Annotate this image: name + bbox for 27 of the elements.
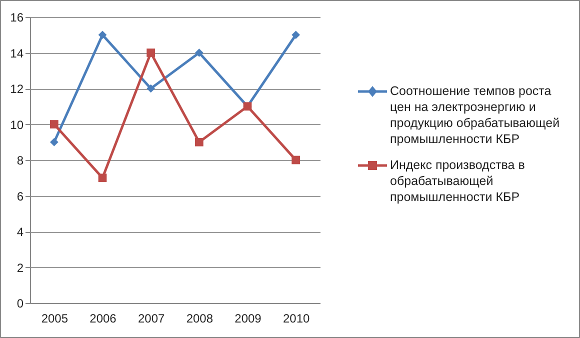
x-tick-label: 2006 [90,312,117,326]
legend-label: Соотношение темпов роста цен на электроэнергию и продукцию обрабатывающей промышленности КБР [390,83,561,147]
y-tick-label: 2 [16,260,24,275]
y-tick-label: 8 [16,154,24,168]
point [98,30,107,40]
point [98,174,107,182]
x-tick-label: 2005 [41,312,68,326]
y-tick-label: 14 [10,46,24,60]
point [50,120,58,128]
x-tick-label: 2010 [282,312,310,326]
legend-label: Индекс производства в обрабатывающей промышленности КБР [390,157,526,205]
y-tick-label: 6 [16,189,24,204]
point [194,138,204,146]
x-tick-label: 2007 [138,312,166,326]
x-tick-label: 2008 [186,312,214,326]
x-tick-label: 2009 [234,312,262,326]
point [50,138,58,146]
point [146,84,156,93]
point [292,30,300,40]
y-tick-label: 4 [16,225,24,239]
y-tick-label: 10 [10,118,24,132]
point [292,156,300,164]
y-tick-label: 12 [10,82,24,96]
point [194,48,204,57]
y-tick-label: 0 [16,296,24,310]
point [146,48,156,57]
y-tick-label: 16 [10,10,24,24]
